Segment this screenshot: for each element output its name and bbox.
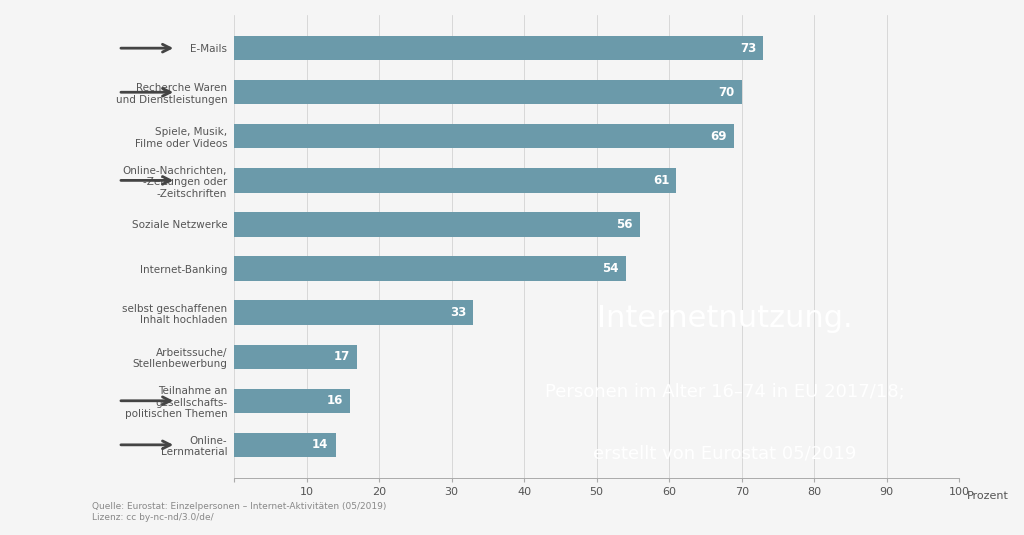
Text: 69: 69 — [711, 130, 727, 143]
Bar — [234, 256, 626, 281]
Bar — [234, 80, 741, 104]
Bar — [234, 36, 764, 60]
Text: 17: 17 — [334, 350, 350, 363]
Text: erstellt von Eurostat 05/2019: erstellt von Eurostat 05/2019 — [593, 445, 856, 463]
Text: 54: 54 — [602, 262, 618, 275]
Bar — [234, 212, 640, 236]
Bar — [234, 388, 350, 413]
Text: Personen im Alter 16–74 in EU 2017/18;: Personen im Alter 16–74 in EU 2017/18; — [545, 383, 904, 401]
Text: 61: 61 — [652, 174, 669, 187]
Text: Internetnutzung.: Internetnutzung. — [597, 304, 852, 333]
Text: Prozent: Prozent — [967, 491, 1009, 501]
Bar — [234, 433, 336, 457]
Bar — [234, 345, 357, 369]
Text: 70: 70 — [718, 86, 734, 99]
Bar — [234, 124, 734, 148]
Bar — [234, 301, 473, 325]
Text: 56: 56 — [616, 218, 633, 231]
Text: 73: 73 — [740, 42, 756, 55]
Text: 16: 16 — [327, 394, 343, 407]
Text: Quelle: Eurostat: Einzelpersonen – Internet-Aktivitäten (05/2019)
Lizenz: cc by-: Quelle: Eurostat: Einzelpersonen – Inter… — [92, 502, 386, 522]
Bar — [234, 169, 677, 193]
Text: 14: 14 — [312, 438, 329, 452]
Text: 33: 33 — [450, 306, 466, 319]
